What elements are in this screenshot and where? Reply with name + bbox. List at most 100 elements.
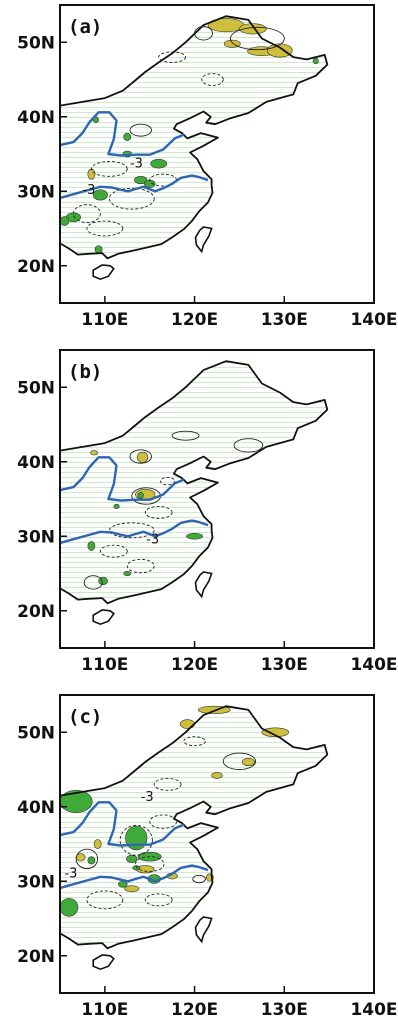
- positive-contour: [129, 449, 152, 464]
- negative-contour: [144, 893, 173, 907]
- y-tick-label: 50N: [17, 33, 55, 53]
- positive-shading: [211, 772, 223, 779]
- negative-shading: [113, 503, 120, 509]
- negative-shading: [126, 854, 138, 863]
- positive-contour: [129, 123, 152, 137]
- x-tick-label: 120E: [171, 1000, 218, 1020]
- negative-contour: [73, 204, 101, 223]
- positive-contour: [233, 438, 264, 453]
- negative-contour: [86, 890, 124, 910]
- negative-contour: [86, 220, 124, 237]
- negative-contour: [201, 73, 224, 86]
- positive-shading: [266, 43, 293, 58]
- map-frame: [59, 694, 375, 994]
- negative-contour: [149, 814, 178, 829]
- negative-shading: [94, 245, 103, 254]
- negative-contour: [153, 777, 182, 791]
- taiwan-outline: [194, 571, 213, 599]
- y-tick-label: 20N: [17, 947, 55, 967]
- x-tick-label: 110E: [81, 655, 128, 675]
- positive-contour: [171, 430, 200, 441]
- x-tick-label: 120E: [171, 310, 218, 330]
- x-tick-label: 110E: [81, 310, 128, 330]
- negative-shading: [137, 491, 144, 499]
- land-hatching: [60, 16, 328, 303]
- x-tick-label: 140E: [350, 1000, 397, 1020]
- negative-shading: [134, 176, 148, 185]
- taiwan-outline: [194, 916, 213, 944]
- y-tick-label: 40N: [17, 798, 55, 818]
- land-hatching: [60, 706, 328, 993]
- negative-shading: [125, 825, 148, 851]
- negative-shading: [92, 189, 108, 201]
- negative-contour: [158, 51, 187, 63]
- negative-shading: [87, 541, 96, 551]
- positive-shading: [93, 839, 102, 849]
- x-tick-label: 130E: [261, 1000, 308, 1020]
- yangtze-river: [60, 519, 209, 545]
- x-tick-label: 130E: [261, 310, 308, 330]
- x-tick-label: 130E: [261, 655, 308, 675]
- negative-contour: [160, 476, 176, 486]
- negative-shading: [118, 880, 128, 888]
- positive-shading: [179, 719, 195, 729]
- y-tick-label: 40N: [17, 108, 55, 128]
- contour-label: -3: [82, 183, 95, 198]
- negative-shading: [123, 570, 132, 577]
- contour-label: -3: [64, 867, 77, 882]
- y-tick-label: 50N: [17, 378, 55, 398]
- positive-contour: [75, 848, 99, 870]
- map-panel-2: -3 (b) 50N 40N 30N 20N 110E 120E 130E 140E: [17, 349, 398, 675]
- x-tick-label: 110E: [81, 1000, 128, 1020]
- coastline: [60, 360, 329, 605]
- negative-contour: [134, 856, 165, 873]
- map-panel-1: -3 -3 (a) 50N 40N 30N 20N 110E 120E 130E 140E: [17, 4, 398, 330]
- hainan-outline: [92, 264, 115, 281]
- y-tick-label: 20N: [17, 602, 55, 622]
- y-tick-label: 30N: [17, 182, 55, 202]
- contour-label: -3: [141, 790, 154, 805]
- hainan-outline: [92, 954, 115, 971]
- taiwan-outline: [194, 226, 213, 254]
- map-frame: [59, 4, 375, 304]
- positive-shading: [87, 168, 96, 180]
- yellow-river: [60, 456, 185, 502]
- negative-contour: [108, 187, 155, 210]
- x-tick-label: 120E: [171, 655, 218, 675]
- negative-contour: [126, 558, 155, 574]
- negative-shading: [186, 532, 203, 540]
- negative-contour: [183, 736, 206, 747]
- land-hatching: [60, 361, 328, 648]
- y-tick-label: 30N: [17, 527, 55, 547]
- panel-label: (c): [68, 706, 102, 728]
- positive-shading: [261, 727, 290, 738]
- negative-contour: [144, 505, 173, 519]
- positive-contour: [83, 575, 103, 590]
- positive-shading: [239, 23, 267, 35]
- negative-contour: [99, 544, 128, 558]
- contour-label: -3: [146, 533, 159, 548]
- negative-shading: [150, 158, 168, 169]
- y-tick-label: 50N: [17, 723, 55, 743]
- contour-label: -3: [130, 156, 143, 171]
- negative-contour: [119, 824, 153, 856]
- hainan-outline: [92, 609, 115, 626]
- yangtze-river: [60, 174, 209, 200]
- yellow-river: [60, 801, 185, 847]
- coastline: [60, 15, 329, 260]
- y-tick-label: 30N: [17, 872, 55, 892]
- negative-shading: [132, 865, 141, 871]
- negative-shading: [87, 856, 96, 865]
- negative-contour: [90, 160, 128, 177]
- negative-shading: [123, 132, 132, 141]
- positive-contour: [222, 752, 257, 770]
- panel-label: (a): [68, 16, 102, 38]
- positive-shading: [124, 885, 140, 892]
- y-tick-label: 20N: [17, 257, 55, 277]
- positive-shading: [136, 451, 149, 463]
- negative-shading: [60, 216, 70, 226]
- negative-shading: [60, 898, 79, 917]
- yangtze-river: [60, 864, 209, 890]
- x-tick-label: 140E: [350, 655, 397, 675]
